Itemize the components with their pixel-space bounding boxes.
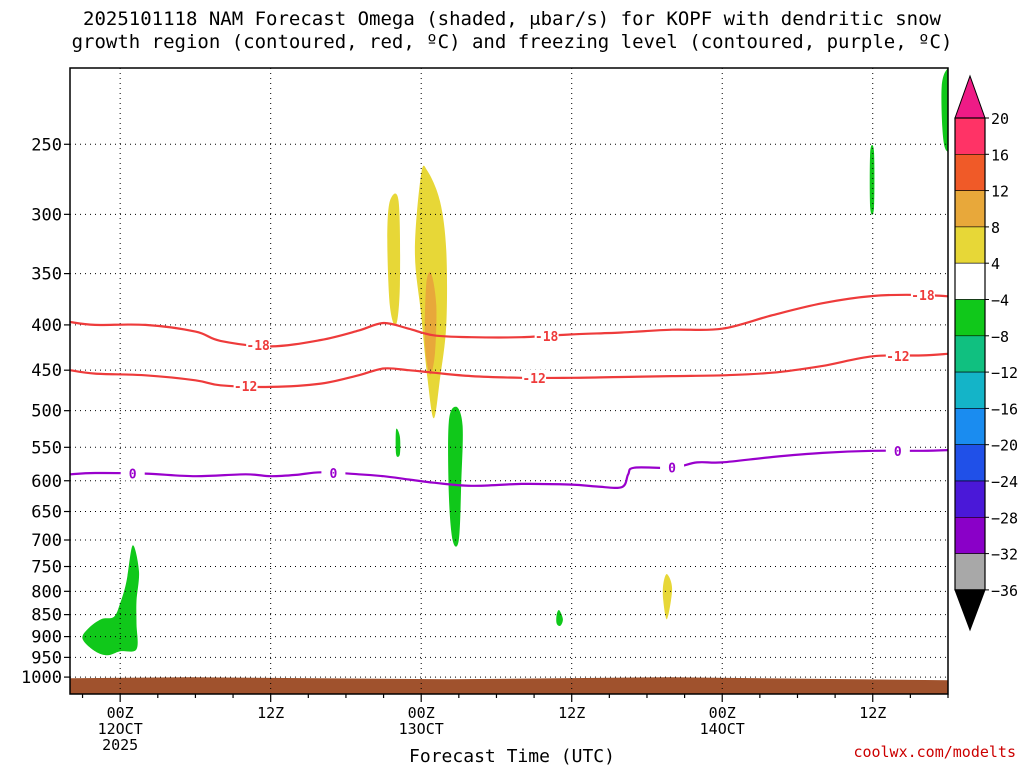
contour-label--12: -12 [522,372,545,387]
chart-title-line-2: growth region (contoured, red, ºC) and f… [71,31,953,53]
y-tick-label-700: 700 [31,531,62,551]
y-tick-label-500: 500 [31,402,62,422]
colorbar-label-11: −28 [991,509,1018,527]
contour-label-bg [910,286,935,302]
contour-label--12: -12 [886,350,909,365]
contour-label--18: -18 [911,289,935,304]
omega-shaded-region-4 [395,428,401,457]
y-tick-label-900: 900 [31,628,62,648]
omega-shaded-region-5 [448,406,463,547]
y-tick-label-800: 800 [31,582,62,602]
terrain-ground [70,677,948,694]
contour-label-bg [233,378,258,394]
colorbar-swatch-0 [954,117,986,155]
colorbar-label-0: 20 [991,110,1009,128]
colorbar-swatch-7 [954,371,986,409]
chart-title-line-1: 2025101118 NAM Forecast Omega (shaded, μ… [83,8,941,30]
colorbar-label-6: −8 [991,328,1009,346]
colorbar-swatch-8 [954,408,986,445]
colorbar-swatch-2 [954,190,986,228]
colorbar-label-7: −12 [991,364,1018,382]
contour-label-bg [246,337,271,353]
contour-label--18: -18 [246,339,270,354]
contour-label-bg [885,347,910,363]
y-tick-label-250: 250 [31,135,62,155]
y-tick-label-850: 850 [31,606,62,626]
y-tick-label-550: 550 [31,438,62,458]
contour-label-0: 0 [129,467,137,482]
y-tick-label-950: 950 [31,648,62,668]
y-tick-label-600: 600 [31,472,62,492]
y-tick-label-350: 350 [31,265,62,285]
colorbar-label-12: −32 [991,546,1018,564]
colorbar-frame [954,117,986,591]
y-tick-label-1000: 1000 [21,668,62,688]
x-tick-label-6-1: 12OCT [98,720,143,738]
x-tick-label-6-2: 2025 [102,736,138,754]
contour-label-bg [534,327,559,343]
colorbar-swatch-11 [954,516,986,554]
colorbar-swatch-5 [954,299,986,337]
colorbar-label-3: 8 [991,219,1000,237]
contour-label-0: 0 [329,467,337,482]
colorbar-label-2: 12 [991,183,1009,201]
omega-shaded-region-8 [869,144,875,215]
omega-shaded-region-1 [387,193,401,326]
contour-label-bg [120,465,145,481]
contour-line--12 [70,352,948,389]
x-tick-label-18-0: 12Z [257,704,284,722]
contour-label-0: 0 [668,462,676,477]
omega-shaded-region-0 [82,545,140,656]
omega-shaded-region-6 [556,609,563,627]
colorbar-label-1: 16 [991,146,1009,164]
contour-label-bg [660,459,685,475]
colorbar-label-10: −24 [991,473,1018,491]
contour-label-0: 0 [894,445,902,460]
x-tick-label-66-0: 12Z [859,704,886,722]
contour-label-bg [885,442,910,458]
omega-shaded-region-7 [662,574,673,620]
colorbar-label-5: −4 [991,292,1009,310]
colorbar-swatch-10 [954,480,986,518]
colorbar-bottom-arrow [954,589,986,632]
colorbar-label-13: −36 [991,582,1018,600]
colorbar-swatch-1 [954,154,986,191]
y-tick-label-750: 750 [31,558,62,578]
colorbar-swatch-6 [954,335,986,373]
colorbar-swatch-3 [954,226,986,264]
x-tick-label-6-0: 00Z [107,704,134,722]
y-tick-label-650: 650 [31,503,62,523]
x-tick-label-42-0: 12Z [558,704,585,722]
colorbar-swatch-4 [954,262,986,300]
y-tick-label-300: 300 [31,205,62,225]
x-tick-label-54-0: 00Z [709,704,736,722]
plot-frame [69,67,949,695]
y-tick-label-450: 450 [31,361,62,381]
x-tick-label-30-1: 13OCT [399,720,444,738]
colorbar-swatch-12 [954,553,986,591]
credit-link[interactable]: coolwx.com/modelts [853,743,1016,761]
colorbar-label-9: −20 [991,437,1018,455]
contour-line-0 [70,449,948,490]
contour-label-bg [321,464,346,480]
contour-label--18: -18 [535,330,559,345]
y-tick-label-400: 400 [31,316,62,336]
contour-label--12: -12 [234,380,257,395]
x-tick-label-54-1: 14OCT [700,720,745,738]
omega-shaded-region-9 [941,68,948,152]
colorbar-label-4: 4 [991,255,1000,273]
x-tick-label-30-0: 00Z [408,704,435,722]
colorbar-top-arrow [954,74,986,119]
omega-shaded-region-3 [424,272,437,375]
contour-label-bg [522,369,547,385]
colorbar-swatch-9 [954,444,986,482]
colorbar-label-8: −16 [991,400,1018,418]
x-axis-label: Forecast Time (UTC) [409,746,615,767]
